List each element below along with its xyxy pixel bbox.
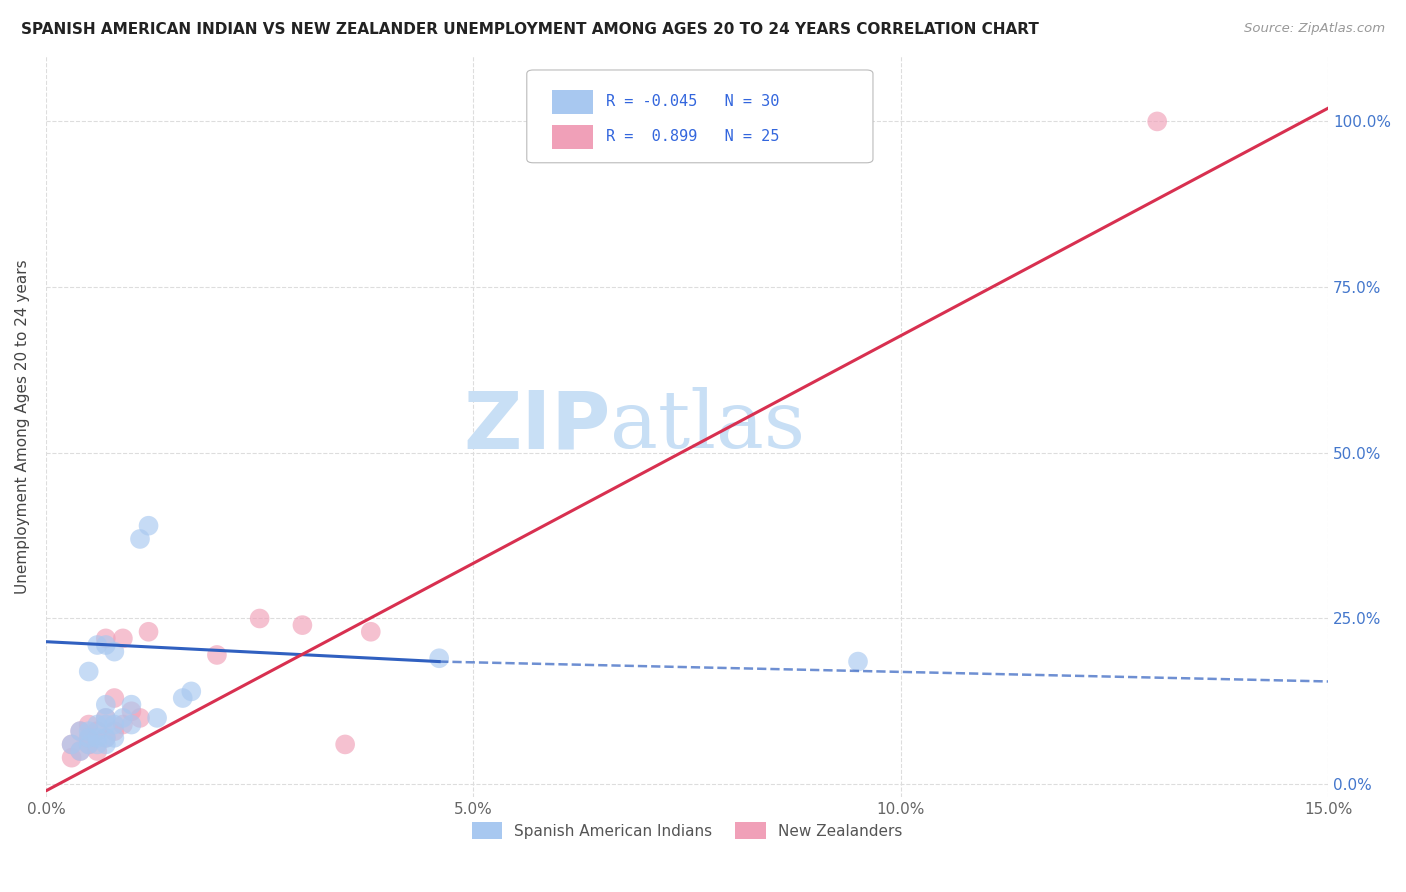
Text: ZIP: ZIP [463, 387, 610, 466]
Point [77, 738, 100, 752]
FancyBboxPatch shape [527, 70, 873, 162]
Point [111, 717, 134, 731]
Point [94, 711, 117, 725]
Point [120, 704, 142, 718]
Point [1146, 114, 1168, 128]
Point [129, 711, 152, 725]
Text: atlas: atlas [610, 387, 806, 466]
Point [86, 738, 108, 752]
Point [69, 744, 91, 758]
FancyBboxPatch shape [553, 125, 593, 149]
Point [103, 717, 125, 731]
Point [111, 632, 134, 646]
FancyBboxPatch shape [553, 90, 593, 114]
Point [77, 724, 100, 739]
Point [77, 731, 100, 745]
Legend: Spanish American Indians, New Zealanders: Spanish American Indians, New Zealanders [465, 815, 908, 846]
Point [94, 738, 117, 752]
Text: Source: ZipAtlas.com: Source: ZipAtlas.com [1244, 22, 1385, 36]
Point [249, 611, 271, 625]
Point [94, 632, 117, 646]
Point [94, 731, 117, 745]
Point [120, 698, 142, 712]
Point [60, 738, 83, 752]
Point [103, 645, 125, 659]
Text: SPANISH AMERICAN INDIAN VS NEW ZEALANDER UNEMPLOYMENT AMONG AGES 20 TO 24 YEARS : SPANISH AMERICAN INDIAN VS NEW ZEALANDER… [21, 22, 1039, 37]
Point [69, 724, 91, 739]
Point [86, 717, 108, 731]
Point [86, 731, 108, 745]
Point [103, 731, 125, 745]
Point [60, 738, 83, 752]
Point [360, 624, 382, 639]
Point [138, 518, 160, 533]
Point [77, 731, 100, 745]
Point [120, 717, 142, 731]
Point [94, 731, 117, 745]
Point [146, 711, 169, 725]
Point [69, 724, 91, 739]
Point [94, 717, 117, 731]
Point [77, 738, 100, 752]
Point [111, 711, 134, 725]
Point [291, 618, 314, 632]
Point [77, 717, 100, 731]
Point [60, 750, 83, 764]
Point [103, 724, 125, 739]
Point [94, 698, 117, 712]
Y-axis label: Unemployment Among Ages 20 to 24 years: Unemployment Among Ages 20 to 24 years [15, 259, 30, 593]
Point [180, 684, 202, 698]
Point [333, 738, 356, 752]
Point [172, 691, 194, 706]
Point [138, 624, 160, 639]
Point [94, 638, 117, 652]
Point [205, 648, 228, 662]
Point [129, 532, 152, 546]
Point [103, 691, 125, 706]
Point [77, 665, 100, 679]
Point [86, 638, 108, 652]
Point [94, 711, 117, 725]
Text: R = -0.045   N = 30: R = -0.045 N = 30 [606, 95, 780, 110]
Point [427, 651, 450, 665]
Point [86, 724, 108, 739]
Text: R =  0.899   N = 25: R = 0.899 N = 25 [606, 129, 780, 145]
Point [86, 744, 108, 758]
Point [846, 655, 869, 669]
Point [69, 744, 91, 758]
